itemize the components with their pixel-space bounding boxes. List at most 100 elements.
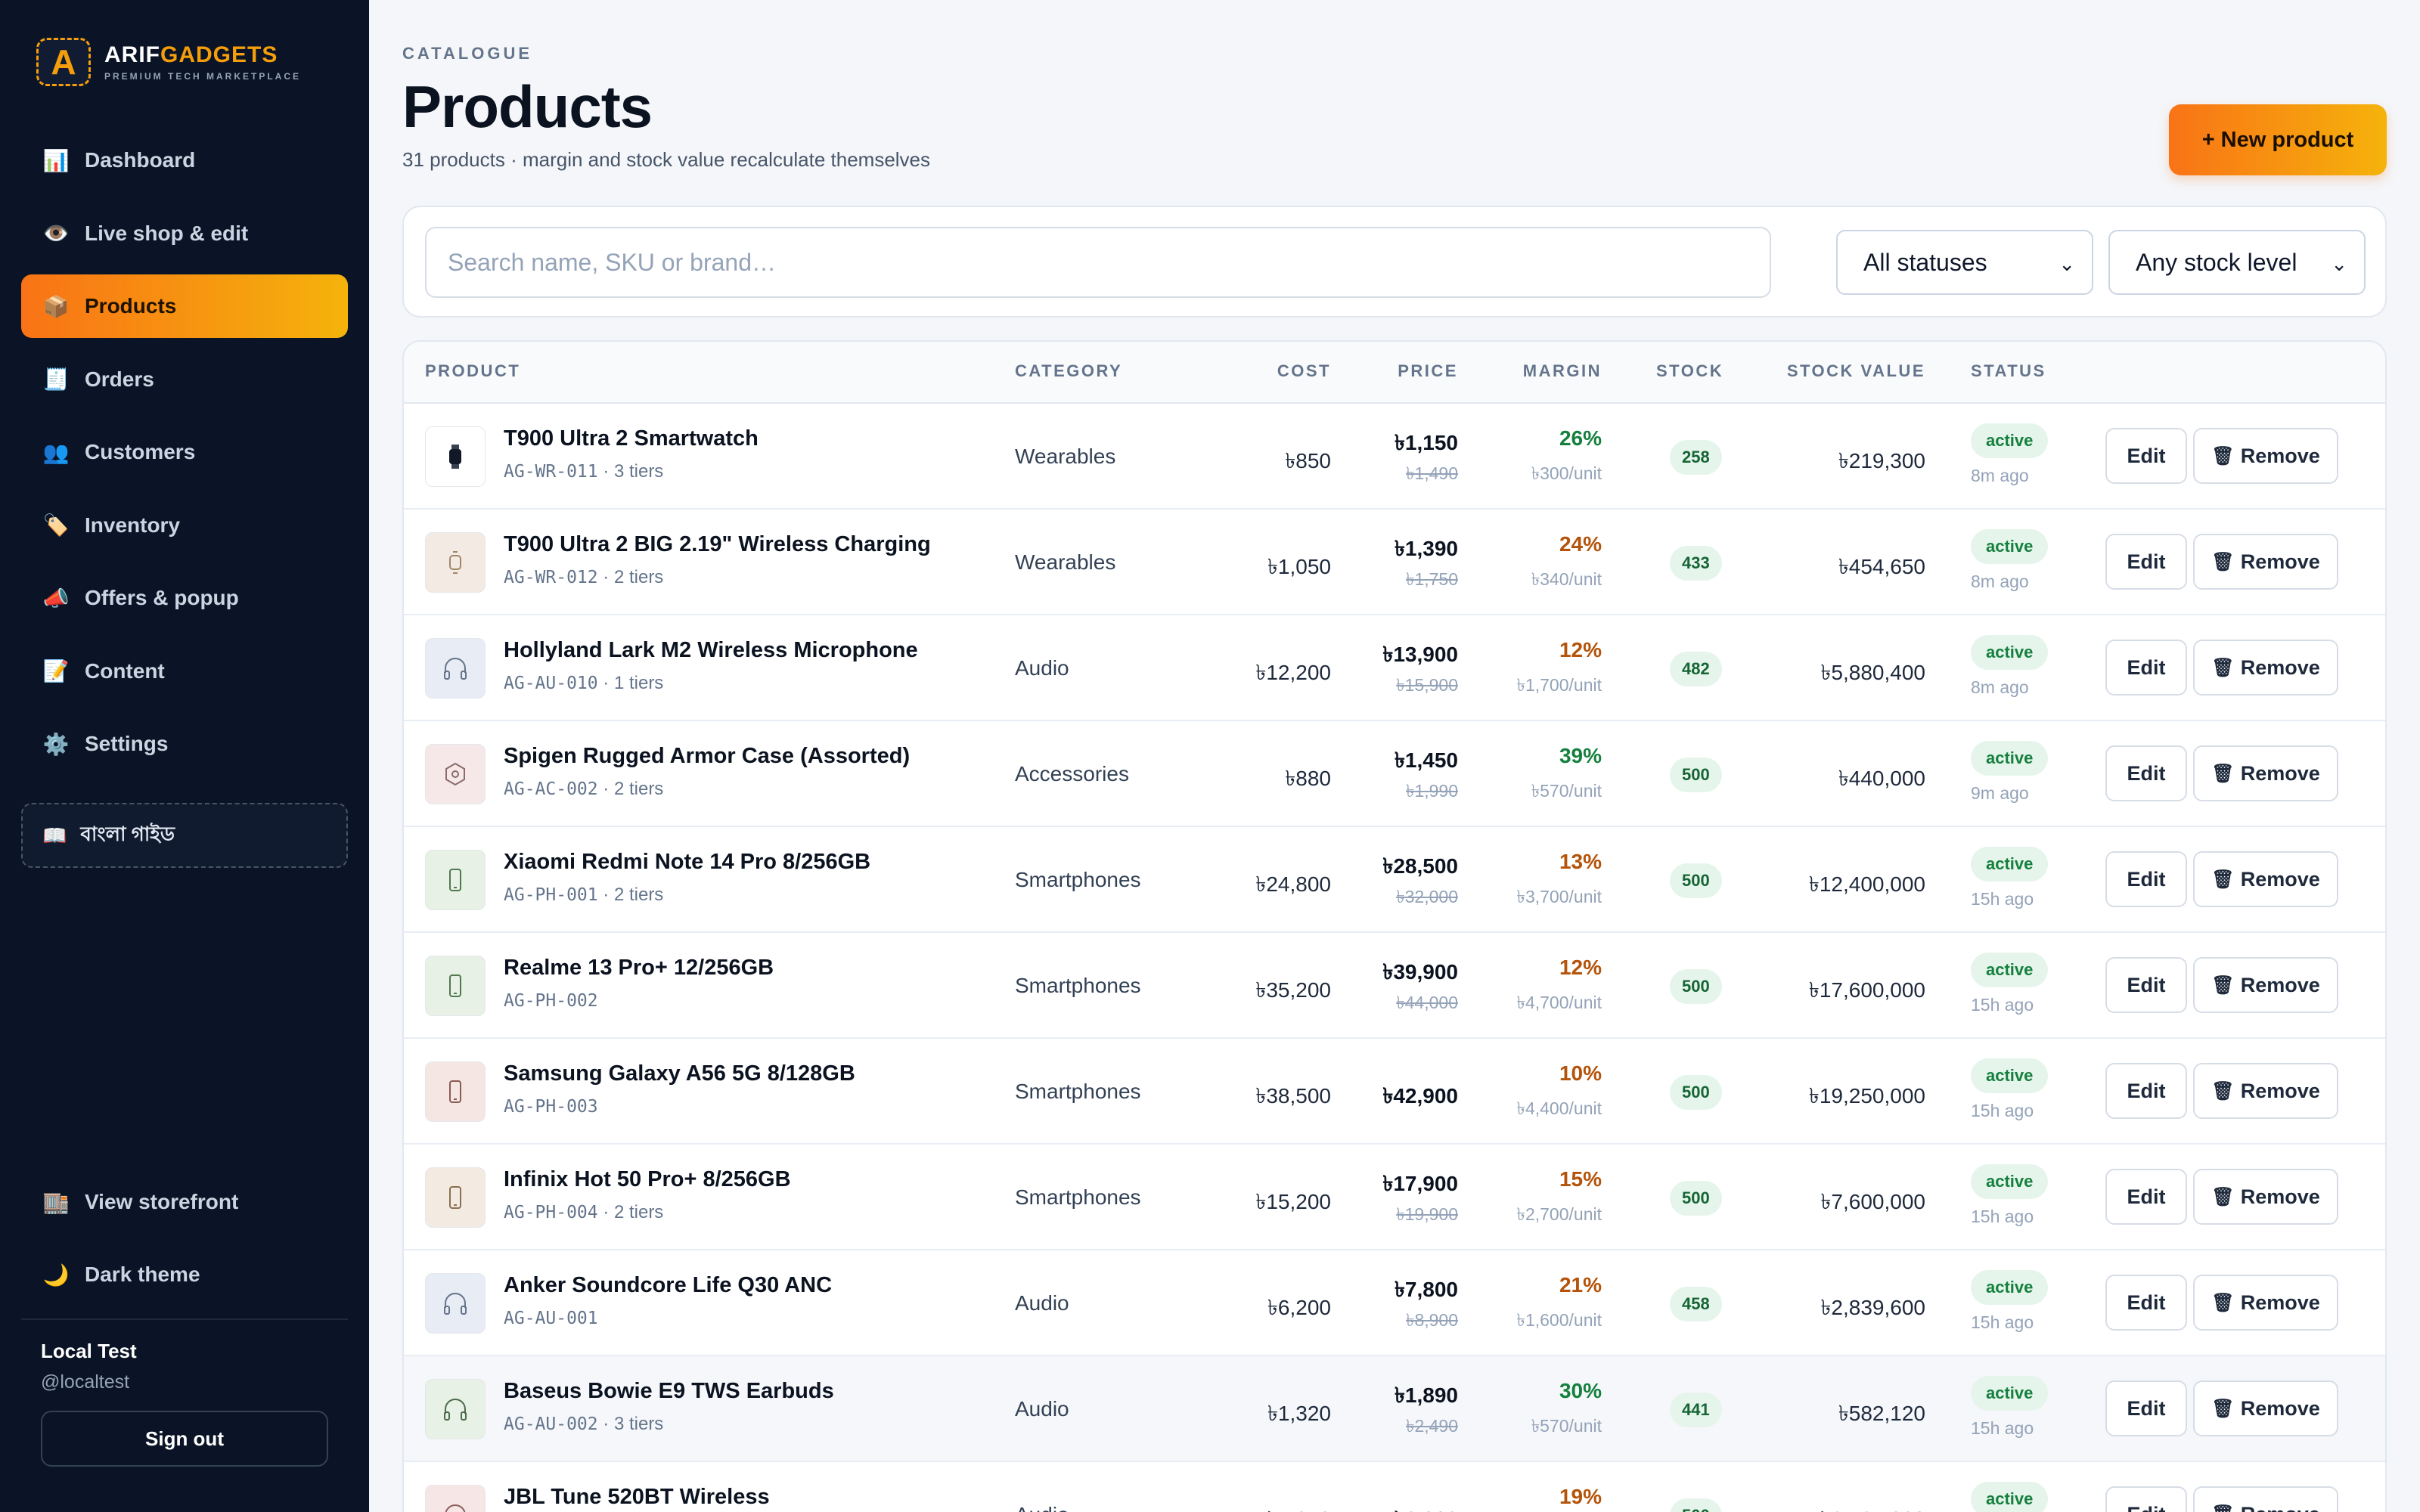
table-row[interactable]: Samsung Galaxy A56 5G 8/128GB AG-PH-003 Sm…	[404, 1039, 2385, 1145]
edit-button[interactable]: Edit	[2105, 1275, 2187, 1331]
product-sku: AG-PH-002	[504, 990, 598, 1012]
remove-button[interactable]: 🗑Remove	[2193, 640, 2338, 696]
sidebar-item-content[interactable]: 📝 Content	[21, 640, 348, 703]
price-cell: ৳17,900	[1382, 1172, 1458, 1195]
stock-badge: 500	[1670, 1075, 1722, 1110]
column-header-margin[interactable]: MARGIN	[1522, 361, 1602, 380]
new-product-button[interactable]: + New product	[2169, 104, 2387, 175]
column-header-status[interactable]: STATUS	[1971, 361, 2046, 380]
edit-button[interactable]: Edit	[2105, 1380, 2187, 1436]
column-header-stock-value[interactable]: STOCK VALUE	[1786, 361, 1925, 380]
product-name[interactable]: Samsung Galaxy A56 5G 8/128GB	[504, 1061, 855, 1086]
trash-icon: 🗑	[2211, 974, 2235, 996]
remove-button[interactable]: 🗑Remove	[2193, 1275, 2338, 1331]
price-cell: ৳42,900	[1382, 1084, 1458, 1108]
sidebar-item-dashboard[interactable]: 📊 Dashboard	[21, 129, 348, 192]
compare-at-price: ৳8,900	[1405, 1310, 1458, 1330]
column-header-cost[interactable]: COST	[1277, 361, 1331, 380]
sidebar-item-view-storefront[interactable]: 🏬 View storefront	[21, 1170, 348, 1234]
column-header-product[interactable]: PRODUCT	[425, 361, 521, 380]
brand[interactable]: A ARIFGADGETS PREMIUM TECH MARKETPLACE	[36, 38, 301, 86]
price-cell: ৳7,800	[1394, 1278, 1458, 1301]
sidebar-item-offers-popup[interactable]: 📣 Offers & popup	[21, 566, 348, 630]
sidebar-item-label: Dashboard	[85, 148, 196, 172]
edit-button[interactable]: Edit	[2105, 428, 2187, 484]
margin-per-unit: ৳340/unit	[1531, 569, 1602, 589]
table-row[interactable]: Baseus Bowie E9 TWS Earbuds AG-AU-002 · 3…	[404, 1356, 2385, 1462]
status-select[interactable]: All statuses ⌄	[1836, 230, 2093, 295]
tier-count: · 2 tiers	[597, 779, 664, 799]
product-name[interactable]: JBL Tune 520BT Wireless	[504, 1485, 770, 1509]
product-thumbnail	[425, 956, 486, 1016]
sign-out-button[interactable]: Sign out	[41, 1411, 328, 1467]
edit-button[interactable]: Edit	[2105, 534, 2187, 590]
remove-button[interactable]: 🗑Remove	[2193, 1063, 2338, 1119]
product-thumbnail	[425, 850, 486, 910]
bangla-guide-link[interactable]: 📖 বাংলা গাইড	[21, 803, 348, 868]
table-row[interactable]: Xiaomi Redmi Note 14 Pro 8/256GB AG-PH-00…	[404, 827, 2385, 933]
product-name[interactable]: T900 Ultra 2 Smartwatch	[504, 426, 759, 451]
remove-button[interactable]: 🗑Remove	[2193, 745, 2338, 801]
updated-ago: 15h ago	[1971, 889, 2034, 909]
product-name[interactable]: T900 Ultra 2 BIG 2.19" Wireless Charging	[504, 532, 931, 556]
compare-at-price: ৳32,000	[1396, 887, 1458, 906]
sidebar-item-label: Content	[85, 658, 165, 683]
remove-button[interactable]: 🗑Remove	[2193, 1486, 2338, 1512]
sidebar-item-label: Settings	[85, 732, 169, 755]
table-header: PRODUCT CATEGORY COST PRICE MARGIN STOCK…	[404, 342, 2385, 404]
table-row[interactable]: JBL Tune 520BT Wireless Audio ৳5,050 ৳6,200…	[404, 1462, 2385, 1512]
stock-level-select[interactable]: Any stock level ⌄	[2108, 230, 2366, 295]
tier-count: · 3 tiers	[597, 1414, 664, 1434]
product-name[interactable]: Infinix Hot 50 Pro+ 8/256GB	[504, 1167, 791, 1191]
sidebar-item-inventory[interactable]: 🏷️ Inventory	[21, 494, 348, 557]
product-name[interactable]: Spigen Rugged Armor Case (Assorted)	[504, 744, 911, 768]
compare-at-price: ৳1,490	[1405, 463, 1458, 483]
table-row[interactable]: Realme 13 Pro+ 12/256GB AG-PH-002 Smartpho…	[404, 933, 2385, 1039]
guide-label: বাংলা গাইড	[80, 823, 175, 845]
sidebar-item-products[interactable]: 📦 Products	[21, 274, 348, 338]
table-row[interactable]: Spigen Rugged Armor Case (Assorted) AG-AC…	[404, 721, 2385, 827]
status-badge: active	[1971, 1270, 2049, 1305]
cost-cell: ৳880	[1285, 767, 1331, 790]
edit-button[interactable]: Edit	[2105, 1169, 2187, 1225]
table-row[interactable]: T900 Ultra 2 Smartwatch AG-WR-011 · 3 tie…	[404, 404, 2385, 510]
edit-button[interactable]: Edit	[2105, 1063, 2187, 1119]
remove-button[interactable]: 🗑Remove	[2193, 534, 2338, 590]
price-cell: ৳6,200	[1395, 1503, 1458, 1512]
product-name[interactable]: Hollyland Lark M2 Wireless Microphone	[504, 638, 918, 662]
remove-button[interactable]: 🗑Remove	[2193, 1380, 2338, 1436]
product-thumbnail	[425, 1273, 486, 1334]
product-sku: AG-AC-002 · 2 tiers	[504, 779, 663, 800]
table-row[interactable]: Hollyland Lark M2 Wireless Microphone AG-…	[404, 615, 2385, 721]
price-cell: ৳39,900	[1382, 960, 1458, 984]
remove-button[interactable]: 🗑Remove	[2193, 1169, 2338, 1225]
users-icon: 👥	[42, 440, 70, 464]
column-header-price[interactable]: PRICE	[1398, 361, 1458, 380]
sidebar-item-dark-theme[interactable]: 🌙 Dark theme	[21, 1243, 348, 1306]
product-name[interactable]: Baseus Bowie E9 TWS Earbuds	[504, 1379, 834, 1403]
search-input[interactable]: Search name, SKU or brand…	[425, 227, 1771, 298]
cost-cell: ৳5,050	[1267, 1503, 1331, 1512]
edit-button[interactable]: Edit	[2105, 640, 2187, 696]
sidebar-item-live-shop-edit[interactable]: 👁️ Live shop & edit	[21, 202, 348, 265]
remove-label: Remove	[2240, 761, 2320, 785]
column-header-category[interactable]: CATEGORY	[1015, 361, 1123, 380]
table-row[interactable]: Infinix Hot 50 Pro+ 8/256GB AG-PH-004 · 2…	[404, 1145, 2385, 1250]
sidebar-item-orders[interactable]: 🧾 Orders	[21, 348, 348, 411]
product-name[interactable]: Realme 13 Pro+ 12/256GB	[504, 956, 774, 980]
edit-button[interactable]: Edit	[2105, 957, 2187, 1013]
edit-button[interactable]: Edit	[2105, 745, 2187, 801]
table-row[interactable]: Anker Soundcore Life Q30 ANC AG-AU-001 Aud…	[404, 1250, 2385, 1356]
remove-button[interactable]: 🗑Remove	[2193, 851, 2338, 907]
product-name[interactable]: Anker Soundcore Life Q30 ANC	[504, 1273, 833, 1297]
product-name[interactable]: Xiaomi Redmi Note 14 Pro 8/256GB	[504, 850, 871, 874]
column-header-stock[interactable]: STOCK	[1656, 361, 1724, 380]
product-sku: AG-PH-004 · 2 tiers	[504, 1202, 663, 1223]
remove-button[interactable]: 🗑Remove	[2193, 428, 2338, 484]
sidebar-item-settings[interactable]: ⚙️ Settings	[21, 712, 348, 776]
edit-button[interactable]: Edit	[2105, 851, 2187, 907]
table-row[interactable]: T900 Ultra 2 BIG 2.19" Wireless Charging…	[404, 510, 2385, 615]
edit-button[interactable]: Edit	[2105, 1486, 2187, 1512]
remove-button[interactable]: 🗑Remove	[2193, 957, 2338, 1013]
sidebar-item-customers[interactable]: 👥 Customers	[21, 420, 348, 484]
